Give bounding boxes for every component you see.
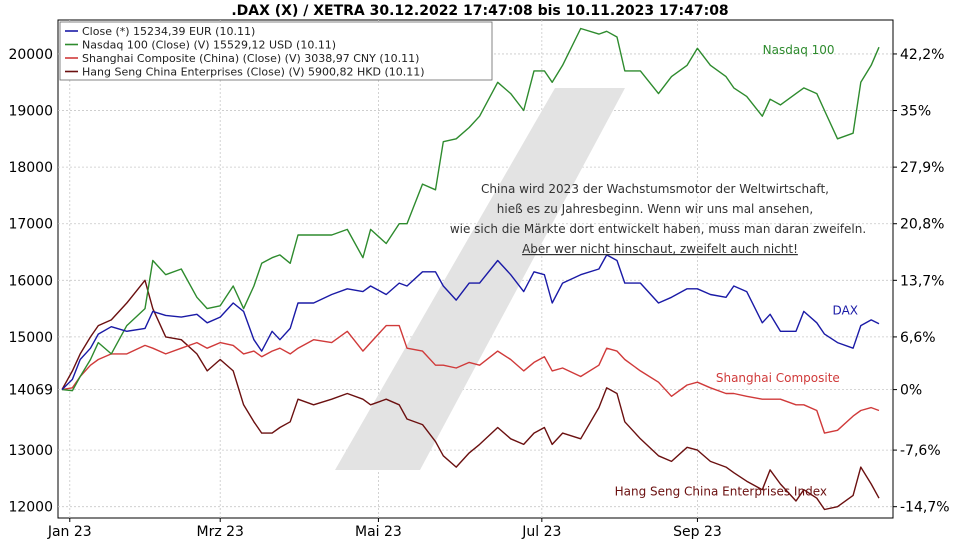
x-tick-label: Jul 23 (521, 524, 561, 540)
legend: Close (*) 15234,39 EUR (10.11)Nasdaq 100… (59, 21, 493, 81)
series-line-shanghai-composite (61, 324, 880, 434)
x-tick-label: Sep 23 (673, 524, 722, 540)
series-label: DAX (833, 303, 858, 317)
y-tick-label-right: -7,6% (900, 443, 941, 459)
y-axis-left: 12000 13000 14069 15000 16000 17000 18000 19000… (8, 47, 53, 516)
x-tick-label: Mrz 23 (196, 524, 243, 540)
series-line-nasdaq-100 (61, 27, 880, 392)
series-line-hang-seng-china-enterprises-index (61, 279, 880, 511)
legend-entry: Close (*) 15234,39 EUR (10.11) (82, 25, 255, 38)
annotation: China wird 2023 der Wachstumsmotor der W… (450, 182, 866, 256)
legend-entry: Shanghai Composite (China) (Close) (V) 3… (82, 52, 419, 65)
y-tick-label-right: 42,2% (900, 47, 944, 63)
y-tick-label-left: 17000 (8, 217, 53, 233)
y-tick-label-left: 14069 (8, 383, 53, 399)
series-label: Shanghai Composite (716, 371, 840, 385)
y-tick-label-right: -14,7% (900, 500, 950, 516)
y-tick-label-left: 12000 (8, 500, 53, 516)
chart-title: .DAX (X) / XETRA 30.12.2022 17:47:08 bis… (231, 3, 728, 19)
series-label: Hang Seng China Enterprises Index (615, 484, 827, 498)
watermark-slash (335, 88, 625, 470)
y-axis-right: -14,7% -7,6% 0% 6,6% 13,7% 20,8% 27,9% 35% 42,2% (893, 47, 950, 516)
annotation-line-2: hieß es zu Jahresbeginn. Wenn wir uns ma… (497, 202, 813, 216)
y-tick-label-left: 19000 (8, 104, 53, 120)
y-tick-label-left: 13000 (8, 443, 53, 459)
series-line-dax (61, 254, 880, 391)
legend-box (59, 21, 493, 81)
y-tick-label-right: 27,9% (900, 160, 944, 176)
y-tick-label-left: 18000 (8, 160, 53, 176)
y-tick-label-right: 35% (900, 104, 931, 120)
x-tick-label: Jan 23 (47, 524, 92, 540)
annotation-underlined: Aber wer nicht hinschaut, zweifelt auch … (522, 242, 798, 256)
legend-entry: Nasdaq 100 (Close) (V) 15529,12 USD (10.… (82, 39, 336, 52)
series-label: Nasdaq 100 (763, 43, 835, 57)
y-tick-label-left: 16000 (8, 273, 53, 289)
x-tick-label: Mai 23 (355, 524, 402, 540)
legend-entry: Hang Seng China Enterprises (Close) (V) … (82, 66, 425, 79)
x-axis: Jan 23 Mrz 23 Mai 23 Jul 23 Sep 23 (47, 518, 722, 540)
y-tick-label-right: 6,6% (900, 330, 936, 346)
series-lines (61, 27, 880, 511)
y-tick-label-right: 20,8% (900, 217, 944, 233)
series-labels: DAX Nasdaq 100 Shanghai Composite Hang Seng… (615, 43, 858, 498)
annotation-line-1: China wird 2023 der Wachstumsmotor der W… (481, 182, 829, 196)
y-tick-label-right: 13,7% (900, 273, 944, 289)
y-tick-label-right: 0% (900, 383, 922, 399)
annotation-line-3: wie sich die Märkte dort entwickelt habe… (450, 222, 866, 236)
y-tick-label-left: 15000 (8, 330, 53, 346)
y-tick-label-left: 20000 (8, 47, 53, 63)
